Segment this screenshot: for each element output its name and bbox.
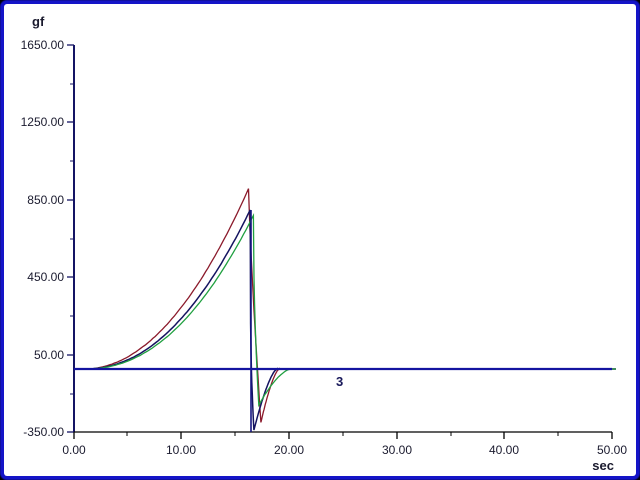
svg-text:1650.00: 1650.00 xyxy=(21,38,65,52)
svg-text:50.00: 50.00 xyxy=(34,348,64,362)
svg-text:3: 3 xyxy=(336,374,343,389)
svg-text:20.00: 20.00 xyxy=(274,443,304,457)
svg-text:sec: sec xyxy=(592,458,614,473)
svg-text:50.00: 50.00 xyxy=(597,443,627,457)
svg-text:0.00: 0.00 xyxy=(62,443,86,457)
svg-text:40.00: 40.00 xyxy=(489,443,519,457)
svg-text:450.00: 450.00 xyxy=(27,270,64,284)
svg-text:850.00: 850.00 xyxy=(27,193,64,207)
svg-text:1250.00: 1250.00 xyxy=(21,115,65,129)
svg-text:30.00: 30.00 xyxy=(382,443,412,457)
svg-text:gf: gf xyxy=(32,14,45,29)
svg-text:-350.00: -350.00 xyxy=(23,425,64,439)
svg-text:10.00: 10.00 xyxy=(166,443,196,457)
